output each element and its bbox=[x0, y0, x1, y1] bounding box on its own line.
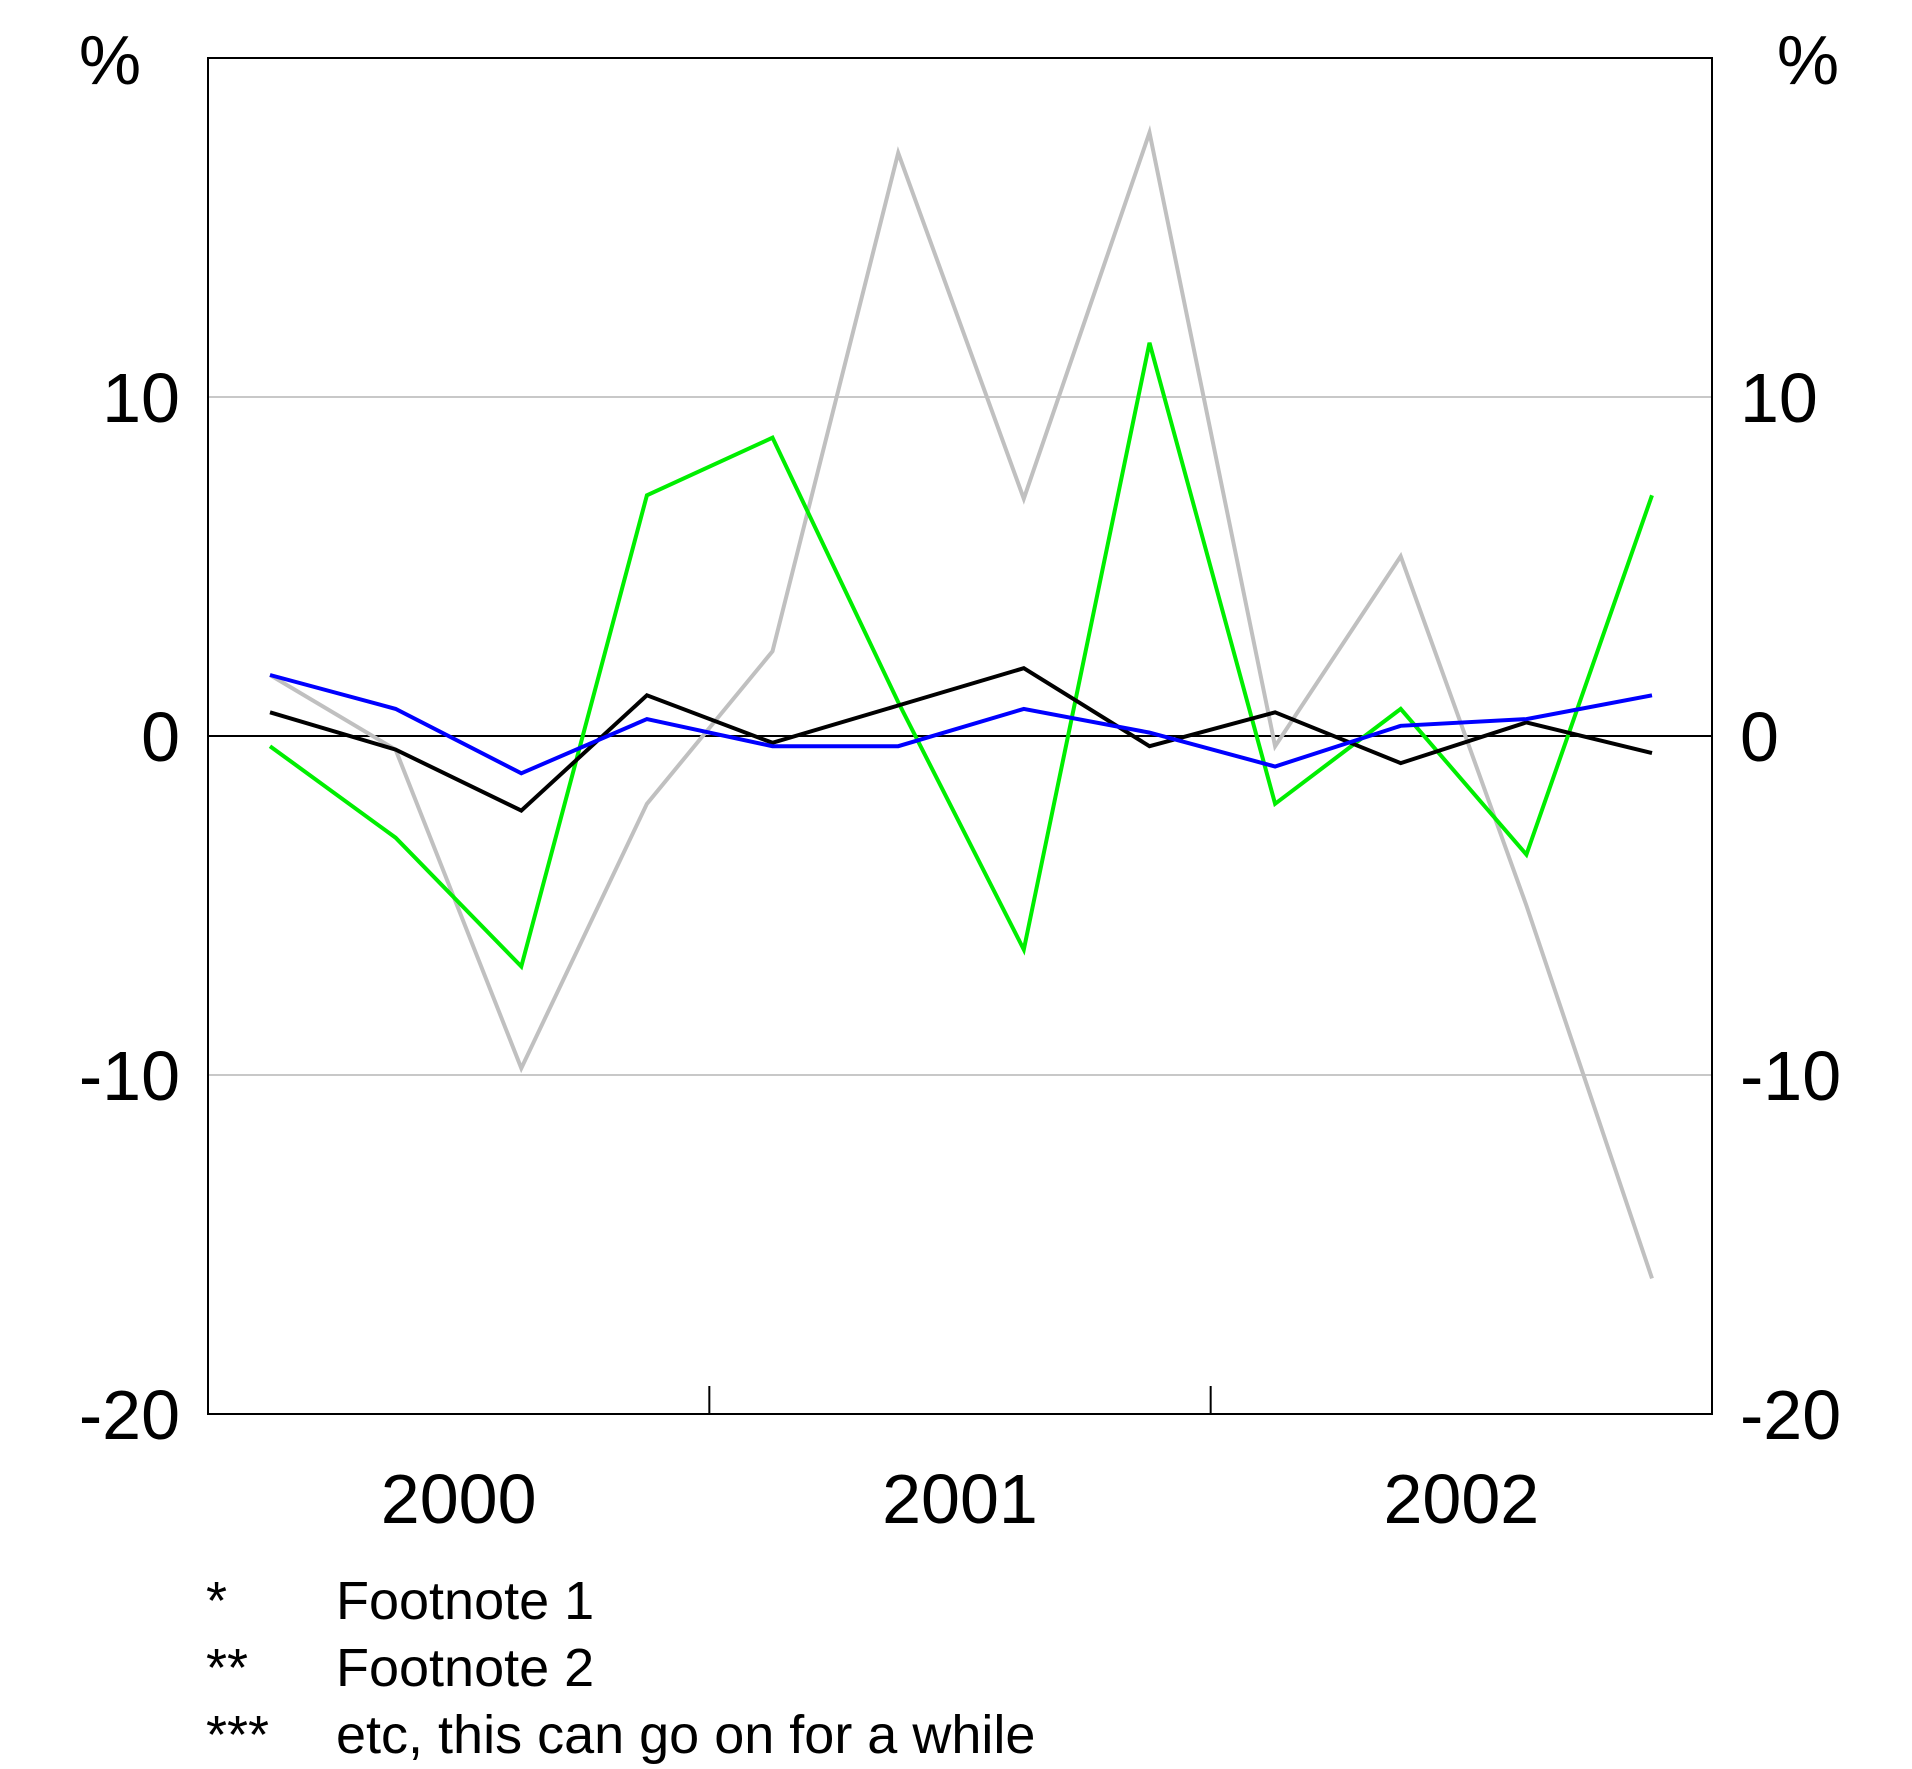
x-year-label: 2000 bbox=[381, 1460, 537, 1538]
footnote-mark: *** bbox=[206, 1705, 270, 1765]
x-year-dividers bbox=[708, 1386, 1212, 1414]
line-chart: % % -20 -10 0 10 -20 -10 0 10 2000 2001 2002 bbox=[79, 21, 1841, 1538]
y-tick-label: -10 bbox=[79, 1037, 180, 1115]
y-tick-label: -10 bbox=[1740, 1037, 1841, 1115]
footnote-text: Footnote 2 bbox=[336, 1638, 595, 1698]
x-year-label: 2001 bbox=[882, 1460, 1038, 1538]
footnotes: * Footnote 1 ** Footnote 2 *** etc, this… bbox=[206, 1568, 1035, 1769]
footnote-text: Footnote 1 bbox=[336, 1571, 595, 1631]
footnote-text: etc, this can go on for a while bbox=[336, 1705, 1036, 1765]
y-tick-labels-right: -20 -10 0 10 bbox=[1740, 359, 1841, 1454]
gridlines bbox=[208, 396, 1712, 1076]
y-tick-label: 0 bbox=[141, 698, 180, 776]
y-tick-label: 10 bbox=[1740, 359, 1818, 437]
y-tick-label: -20 bbox=[1740, 1376, 1841, 1454]
series-lines bbox=[268, 125, 1654, 1280]
series-line-1 bbox=[268, 125, 1654, 1280]
plot-frame bbox=[207, 57, 1713, 1415]
y-tick-labels-left: -20 -10 0 10 bbox=[79, 359, 180, 1454]
y-tick-label: 10 bbox=[102, 359, 180, 437]
footnote-3: *** etc, this can go on for a while bbox=[206, 1702, 1035, 1769]
y-unit-right: % bbox=[1777, 21, 1839, 99]
x-year-labels: 2000 2001 2002 bbox=[381, 1460, 1539, 1538]
footnote-2: ** Footnote 2 bbox=[206, 1635, 1035, 1702]
series-line-3 bbox=[269, 666, 1653, 813]
footnote-mark: * bbox=[206, 1571, 228, 1631]
y-tick-label: 0 bbox=[1740, 698, 1779, 776]
x-year-label: 2002 bbox=[1383, 1460, 1539, 1538]
series-line-4 bbox=[269, 673, 1653, 776]
footnote-mark: ** bbox=[206, 1638, 249, 1698]
y-tick-label: -20 bbox=[79, 1376, 180, 1454]
y-unit-left: % bbox=[79, 21, 141, 99]
series-line-2 bbox=[268, 342, 1654, 971]
footnote-1: * Footnote 1 bbox=[206, 1568, 1035, 1635]
